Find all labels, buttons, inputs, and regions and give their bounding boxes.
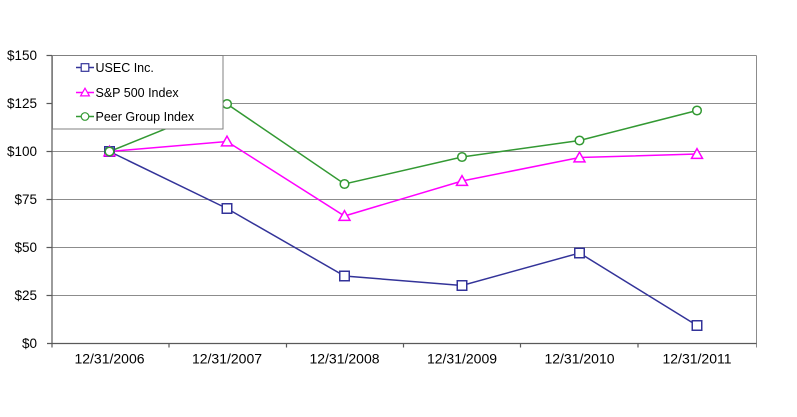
svg-text:Peer Group Index: Peer Group Index: [96, 110, 195, 124]
svg-text:$150: $150: [7, 48, 37, 63]
svg-text:12/31/2011: 12/31/2011: [662, 351, 731, 367]
svg-text:S&P 500 Index: S&P 500 Index: [96, 86, 180, 100]
svg-text:12/31/2007: 12/31/2007: [192, 351, 262, 367]
svg-text:12/31/2006: 12/31/2006: [74, 351, 144, 367]
svg-text:$100: $100: [7, 144, 37, 159]
svg-text:USEC Inc.: USEC Inc.: [96, 61, 154, 75]
svg-text:$25: $25: [14, 288, 37, 303]
svg-text:$0: $0: [22, 336, 37, 351]
svg-text:$125: $125: [7, 96, 37, 111]
svg-text:$75: $75: [14, 192, 37, 207]
svg-text:12/31/2008: 12/31/2008: [309, 351, 379, 367]
svg-text:$50: $50: [14, 240, 37, 255]
svg-text:12/31/2010: 12/31/2010: [544, 351, 614, 367]
svg-text:12/31/2009: 12/31/2009: [427, 351, 497, 367]
